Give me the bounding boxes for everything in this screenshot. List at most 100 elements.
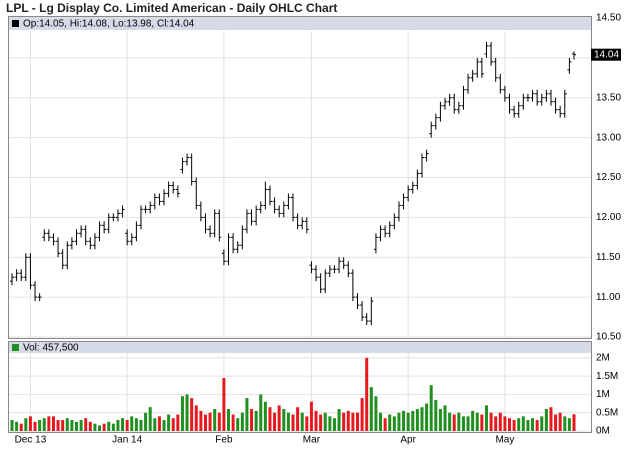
volume-bar — [125, 420, 129, 431]
volume-bar — [448, 412, 452, 431]
volume-bar — [139, 420, 143, 431]
volume-bar — [434, 399, 438, 431]
volume-bar — [148, 407, 152, 431]
x-tick-label: Mar — [303, 435, 321, 446]
volume-bar — [535, 420, 539, 431]
volume-bar — [480, 414, 484, 431]
volume-bar — [392, 416, 396, 431]
volume-bar — [107, 421, 111, 431]
y-tick-label: 12.00 — [596, 212, 621, 223]
volume-bar — [452, 414, 456, 431]
volume-bar — [328, 416, 332, 431]
x-tick-label: Apr — [400, 435, 416, 446]
ohlc-legend: Op:14.05, Hi:14.08, Lo:13.98, Cl:14.04 — [23, 19, 195, 30]
last-price-tag — [591, 48, 621, 61]
volume-bar — [190, 398, 194, 431]
chart-title: LPL - Lg Display Co. Limited American - … — [6, 1, 337, 15]
volume-tick-label: 1.5M — [596, 371, 618, 382]
volume-bar — [65, 418, 69, 431]
volume-bar — [521, 416, 525, 431]
volume-bar — [98, 425, 102, 431]
volume-bar — [111, 423, 115, 431]
volume-bar — [47, 416, 51, 431]
volume-bar — [240, 412, 244, 431]
volume-tick-label: 0M — [596, 426, 610, 437]
volume-bar — [309, 401, 313, 431]
volume-bar — [438, 409, 442, 431]
volume-bar — [420, 407, 424, 431]
plot: 10.5011.0011.5012.0012.5013.0013.5014.00… — [9, 13, 621, 446]
x-tick-label: Jan 14 — [112, 435, 142, 446]
volume-bar — [116, 420, 120, 431]
volume-bar — [291, 414, 295, 431]
volume-bar — [84, 418, 88, 431]
volume-bar — [360, 398, 364, 431]
volume-tick-label: 0.5M — [596, 407, 618, 418]
volume-bar — [199, 410, 203, 431]
volume-bar — [263, 401, 267, 431]
volume-bar — [208, 412, 212, 431]
volume-bar — [227, 409, 231, 431]
volume-bar — [498, 412, 502, 431]
volume-bar — [162, 420, 166, 431]
volume-bar — [19, 423, 23, 431]
volume-bar — [134, 418, 138, 431]
volume-bar — [471, 410, 475, 431]
volume-bar — [70, 420, 74, 431]
volume-bar — [277, 405, 281, 431]
volume-bar — [461, 416, 465, 431]
volume-bar — [508, 418, 512, 431]
volume-bar — [365, 357, 369, 431]
volume-bar — [379, 412, 383, 431]
volume-bar — [526, 420, 530, 431]
x-tick-label: May — [495, 435, 514, 446]
volume-bar — [531, 418, 535, 431]
volume-bar — [300, 412, 304, 431]
volume-bar — [213, 409, 217, 431]
volume-bar — [383, 418, 387, 431]
x-tick-label: Dec 13 — [15, 435, 47, 446]
volume-bar — [61, 420, 65, 431]
y-tick-label: 14.50 — [596, 13, 621, 24]
volume-bar — [406, 412, 410, 431]
volume-bar — [130, 416, 134, 431]
volume-bar — [194, 405, 198, 431]
volume-bar — [15, 421, 19, 431]
volume-bar — [273, 412, 277, 431]
volume-bar — [236, 418, 240, 431]
volume-bar — [425, 403, 429, 431]
volume-bar — [296, 407, 300, 431]
volume-bar — [176, 414, 180, 431]
volume-bar — [88, 421, 92, 431]
volume-bar — [503, 416, 507, 431]
volume-bar — [56, 420, 60, 431]
volume-bar — [217, 412, 221, 431]
volume-bar — [563, 416, 567, 431]
volume-tick-label: 2M — [596, 352, 610, 363]
x-tick-label: Feb — [215, 435, 233, 446]
volume-bar — [374, 396, 378, 431]
volume-bar — [42, 418, 46, 431]
volume-bar — [554, 414, 558, 431]
volume-bar — [33, 421, 37, 431]
volume-legend-bar — [9, 342, 591, 353]
volume-bar — [332, 418, 336, 431]
volume-bar — [512, 420, 516, 431]
price-legend-bar — [9, 17, 591, 30]
volume-bar — [489, 412, 493, 431]
y-tick-label: 11.00 — [596, 292, 621, 303]
volume-bar — [484, 405, 488, 431]
volume-tick-label: 1M — [596, 389, 610, 400]
volume-bar — [572, 414, 576, 431]
volume-bar — [28, 416, 32, 431]
volume-bar — [466, 416, 470, 431]
volume-bar — [346, 410, 350, 431]
volume-bar — [369, 387, 373, 431]
volume-bar — [351, 412, 355, 431]
volume-bar — [10, 420, 14, 431]
volume-bar — [457, 412, 461, 431]
volume-bar — [567, 418, 571, 431]
volume-bar — [121, 418, 125, 431]
volume-bar — [102, 423, 106, 431]
